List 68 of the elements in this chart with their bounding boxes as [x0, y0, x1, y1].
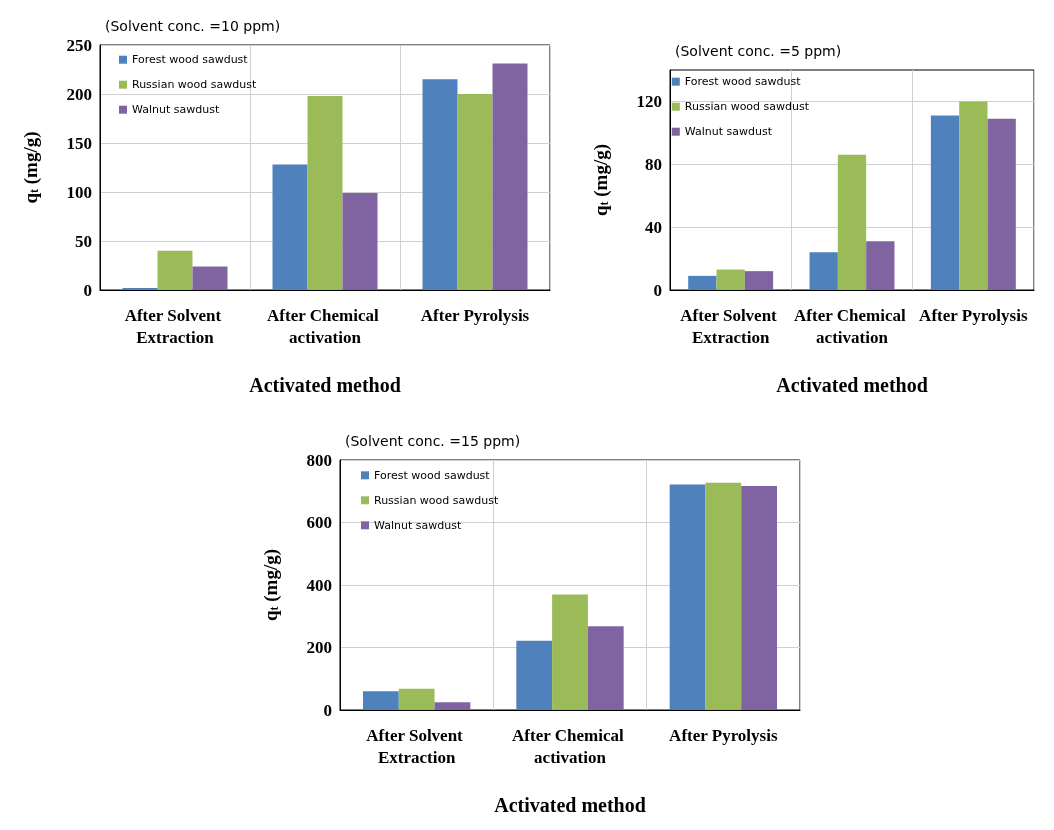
bar	[516, 640, 553, 710]
x-axis-title: Activated method	[494, 794, 646, 816]
y-tick-label: 250	[66, 35, 92, 55]
x-axis-title: Activated method	[776, 374, 928, 396]
y-axis-title: qt (mg/g)	[19, 131, 42, 204]
bar	[688, 275, 717, 290]
bar	[307, 95, 343, 290]
x-tick-label: After Chemical activation	[267, 305, 383, 347]
y-tick-label: 0	[83, 280, 92, 300]
y-tick-label: 150	[66, 133, 92, 153]
legend-label: Russian wood sawdust	[684, 100, 810, 114]
legend-label: Forest wood sawdust	[374, 468, 491, 482]
bar	[434, 702, 471, 710]
bar	[272, 164, 308, 290]
chart-title: (Solvent conc. =5 ppm)	[675, 43, 842, 59]
bar	[959, 101, 988, 290]
legend-label: Russian wood sawdust	[374, 493, 499, 507]
bar	[192, 266, 228, 290]
bar	[669, 484, 706, 710]
y-tick-label: 200	[306, 638, 332, 657]
bar	[492, 63, 528, 290]
bar	[157, 250, 193, 290]
legend-label: Walnut sawdust	[374, 518, 462, 532]
bar	[866, 241, 895, 290]
y-tick-label: 40	[645, 217, 662, 237]
legend-label: Forest wood sawdust	[684, 75, 802, 89]
y-tick-label: 400	[306, 575, 332, 595]
x-axis-title: Activated method	[249, 374, 401, 396]
legend-label: Walnut sawdust	[684, 125, 773, 139]
x-tick-label: After Pyrolysis	[919, 305, 1028, 325]
bar	[744, 271, 774, 290]
bar	[809, 252, 838, 290]
x-tick-label: After Solvent Extraction	[680, 305, 782, 347]
bar	[987, 118, 1016, 290]
bar	[342, 192, 378, 290]
bar	[716, 269, 745, 290]
chart-title: (Solvent conc. =10 ppm)	[105, 18, 281, 34]
bar	[837, 154, 867, 290]
y-tick-label: 600	[306, 513, 332, 532]
bar	[457, 94, 493, 290]
y-axis-title: qt (mg/g)	[589, 143, 612, 217]
x-tick-label: After Pyrolysis	[669, 725, 778, 745]
chart-title: (Solvent conc. =15 ppm)	[345, 433, 521, 449]
bar	[705, 482, 742, 710]
x-tick-label: After Chemical activation	[512, 725, 628, 767]
x-tick-label: After Solvent Extraction	[124, 305, 226, 347]
y-tick-label: 80	[645, 154, 662, 174]
legend-label: Walnut sawdust	[132, 103, 220, 117]
legend-label: Forest wood sawdust	[132, 53, 249, 67]
bar	[930, 115, 960, 290]
y-tick-label: 0	[653, 280, 662, 300]
x-tick-label: After Chemical activation	[794, 305, 910, 347]
x-tick-label: After Solvent Extraction	[366, 725, 468, 767]
y-tick-label: 800	[306, 450, 332, 470]
y-tick-label: 50	[75, 231, 92, 251]
bar	[741, 485, 777, 710]
bar	[398, 688, 435, 710]
bar	[587, 626, 624, 710]
y-tick-label: 100	[66, 182, 92, 202]
y-tick-label: 200	[66, 84, 92, 104]
bar	[422, 79, 458, 290]
y-axis-title: qt (mg/g)	[259, 548, 282, 622]
bar	[552, 594, 588, 710]
y-tick-label: 0	[323, 700, 332, 720]
bar	[363, 691, 399, 710]
x-tick-label: After Pyrolysis	[420, 305, 530, 325]
y-tick-label: 120	[636, 91, 662, 111]
legend-label: Russian wood sawdust	[132, 78, 257, 92]
